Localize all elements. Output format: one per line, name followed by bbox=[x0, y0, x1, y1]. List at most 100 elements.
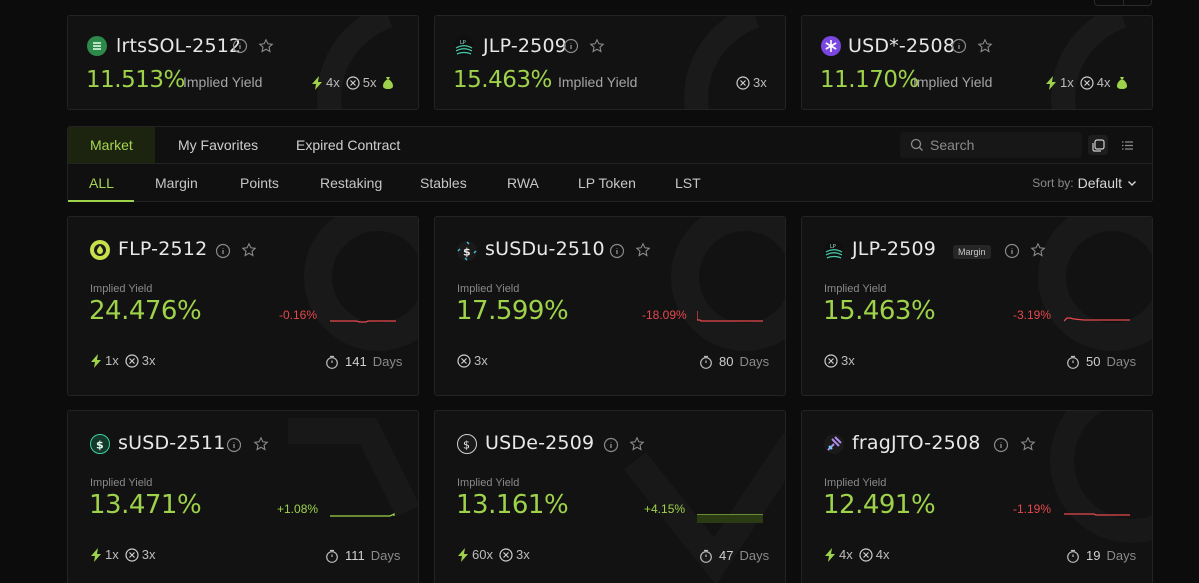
susd-token-icon: $ bbox=[90, 434, 110, 454]
featured-card[interactable]: USD*-2508 11.170% Implied Yield 1x 4x bbox=[801, 15, 1153, 110]
favorite-star-icon[interactable] bbox=[241, 242, 257, 258]
leverage-multiplier: 3x bbox=[499, 547, 530, 562]
x-circle-icon bbox=[457, 353, 471, 368]
featured-card[interactable]: LP JLP-2509 15.463% Implied Yield 3x bbox=[434, 15, 786, 110]
top-pagination-stub bbox=[1094, 0, 1152, 6]
search-icon bbox=[910, 138, 923, 151]
search-box[interactable] bbox=[900, 132, 1082, 158]
info-icon[interactable] bbox=[215, 243, 231, 259]
timer-icon bbox=[326, 549, 338, 563]
category-margin[interactable]: Margin bbox=[155, 175, 198, 191]
svg-text:$: $ bbox=[463, 439, 470, 452]
market-card[interactable]: FLP-2512 Implied Yield 24.476% -0.16% 1x… bbox=[67, 216, 419, 396]
category-lp-token[interactable]: LP Token bbox=[578, 175, 636, 191]
timer-icon bbox=[700, 549, 712, 563]
favorite-star-icon[interactable] bbox=[1020, 436, 1036, 452]
multipliers: 3x bbox=[736, 75, 767, 90]
leverage-multiplier: 4x bbox=[1080, 75, 1110, 90]
x-circle-icon bbox=[859, 547, 873, 562]
leverage-multiplier: 4x bbox=[859, 547, 889, 562]
favorite-star-icon[interactable] bbox=[977, 38, 993, 54]
token-name: USD*-2508 bbox=[848, 35, 956, 57]
card-decoration bbox=[684, 16, 760, 109]
info-icon[interactable] bbox=[609, 243, 625, 259]
timer-icon bbox=[700, 355, 712, 369]
favorite-star-icon[interactable] bbox=[629, 436, 645, 452]
money-bag-icon bbox=[383, 76, 394, 89]
chevron-down-icon bbox=[1128, 181, 1136, 186]
points-multiplier: 1x bbox=[1046, 75, 1074, 90]
info-icon[interactable] bbox=[603, 437, 619, 453]
category-restaking[interactable]: Restaking bbox=[320, 175, 383, 191]
category-lst[interactable]: LST bbox=[675, 175, 701, 191]
info-icon[interactable] bbox=[951, 38, 967, 54]
bolt-icon bbox=[1046, 75, 1056, 90]
implied-yield-value: 13.161% bbox=[456, 490, 569, 520]
multipliers: 3x bbox=[457, 353, 488, 368]
implied-yield-label: Implied Yield bbox=[90, 477, 153, 489]
implied-yield-label: Implied Yield bbox=[824, 477, 887, 489]
market-card[interactable]: LP JLP-2509 Margin Implied Yield 15.463%… bbox=[801, 216, 1153, 396]
x-circle-icon bbox=[346, 75, 360, 90]
category-stables[interactable]: Stables bbox=[420, 175, 467, 191]
yield-sparkline bbox=[330, 512, 395, 517]
market-card[interactable]: $ USDe-2509 Implied Yield 13.161% +4.15%… bbox=[434, 410, 786, 583]
category-all[interactable]: ALL bbox=[89, 175, 114, 191]
multipliers: 4x 5x bbox=[312, 75, 394, 90]
info-icon[interactable] bbox=[1004, 243, 1020, 259]
svg-text:$: $ bbox=[463, 246, 471, 259]
list-view-button[interactable] bbox=[1117, 135, 1137, 155]
susdu-token-icon: $ bbox=[457, 241, 477, 261]
info-icon[interactable] bbox=[232, 38, 248, 54]
token-name: USDe-2509 bbox=[485, 432, 595, 454]
leverage-multiplier: 3x bbox=[824, 353, 855, 368]
margin-badge: Margin bbox=[953, 245, 991, 259]
favorite-star-icon[interactable] bbox=[589, 38, 605, 54]
featured-card[interactable]: lrtsSOL-2512 11.513% Implied Yield 4x 5x bbox=[67, 15, 419, 110]
leverage-multiplier: 3x bbox=[457, 353, 488, 368]
market-card[interactable]: $ sUSD-2511 Implied Yield 13.471% +1.08%… bbox=[67, 410, 419, 583]
yield-change: +1.08% bbox=[277, 502, 319, 516]
days-remaining: 80 Days bbox=[699, 354, 769, 369]
sort-dropdown[interactable]: Sort by: Default bbox=[1032, 164, 1138, 202]
tab-expired-contract[interactable]: Expired Contract bbox=[296, 137, 401, 153]
info-icon[interactable] bbox=[993, 437, 1009, 453]
yield-sparkline bbox=[1064, 317, 1130, 322]
x-circle-icon bbox=[1080, 75, 1094, 90]
favorite-star-icon[interactable] bbox=[635, 242, 651, 258]
list-view-icon bbox=[1121, 140, 1133, 150]
implied-yield-value: 15.463% bbox=[453, 67, 552, 93]
timer-icon bbox=[1067, 549, 1079, 563]
fragjto-token-icon bbox=[824, 434, 844, 454]
favorite-star-icon[interactable] bbox=[258, 38, 274, 54]
implied-yield-value: 15.463% bbox=[823, 296, 936, 326]
info-icon[interactable] bbox=[563, 38, 579, 54]
favorite-star-icon[interactable] bbox=[1030, 242, 1046, 258]
lrtssol-token-icon bbox=[87, 36, 107, 56]
favorite-star-icon[interactable] bbox=[253, 436, 269, 452]
tab-market[interactable]: Market bbox=[68, 127, 155, 163]
days-remaining: 50 Days bbox=[1066, 354, 1136, 369]
svg-text:LP: LP bbox=[460, 40, 466, 46]
tab-my-favorites[interactable]: My Favorites bbox=[178, 137, 259, 153]
jlp-token-icon: LP bbox=[824, 240, 844, 260]
yield-change: -0.16% bbox=[279, 308, 318, 322]
token-name: FLP-2512 bbox=[118, 238, 208, 260]
search-input[interactable] bbox=[930, 132, 1070, 158]
days-remaining: 47 Days bbox=[699, 548, 769, 563]
flp-token-icon bbox=[90, 240, 110, 260]
market-card[interactable]: fragJTO-2508 Implied Yield 12.491% -1.19… bbox=[801, 410, 1153, 583]
leverage-multiplier: 3x bbox=[125, 353, 155, 368]
category-points[interactable]: Points bbox=[240, 175, 279, 191]
card-view-button[interactable] bbox=[1088, 135, 1108, 155]
card-view-icon bbox=[1091, 138, 1105, 152]
points-multiplier: 1x bbox=[91, 547, 119, 562]
info-icon[interactable] bbox=[226, 437, 242, 453]
implied-yield-label: Implied Yield bbox=[457, 477, 520, 489]
implied-yield-value: 13.471% bbox=[89, 490, 202, 520]
token-name: JLP-2509 bbox=[852, 238, 937, 260]
implied-yield-label: Implied Yield bbox=[913, 74, 993, 90]
market-card[interactable]: $ sUSDu-2510 Implied Yield 17.599% -18.0… bbox=[434, 216, 786, 396]
category-rwa[interactable]: RWA bbox=[507, 175, 539, 191]
multipliers: 3x bbox=[824, 353, 855, 368]
